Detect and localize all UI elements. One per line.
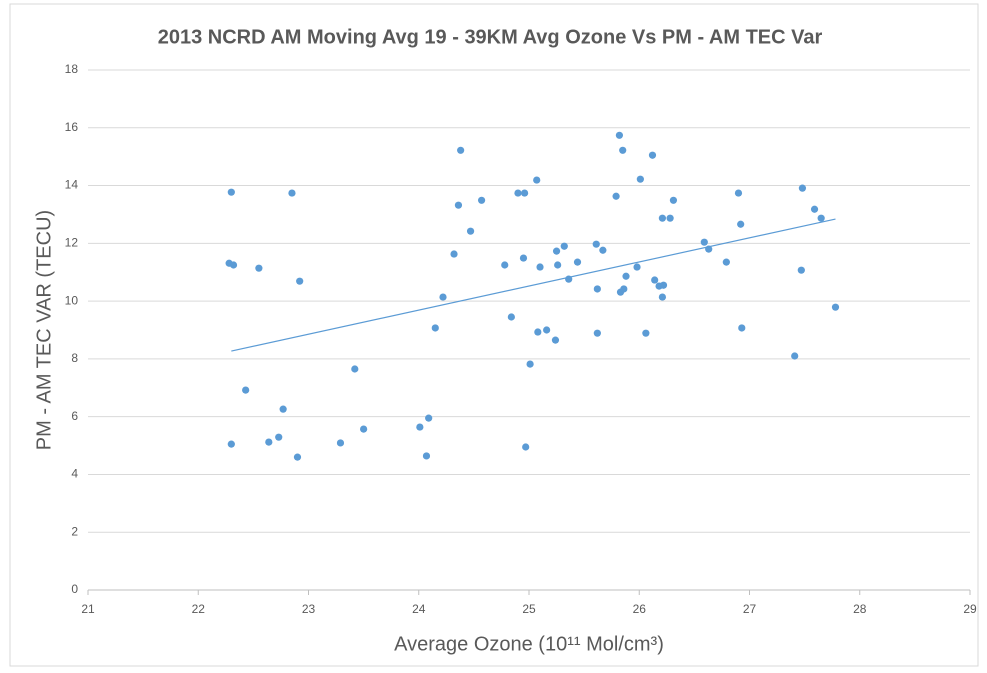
point <box>425 414 433 422</box>
point <box>293 453 302 461</box>
point <box>450 250 458 258</box>
point <box>296 277 304 285</box>
point <box>669 196 678 204</box>
point <box>265 438 273 446</box>
x-tick-label: 24 <box>412 602 426 616</box>
x-tick-label: 25 <box>522 602 536 616</box>
x-axis-label: Average Ozone (10¹¹ Mol/cm³) <box>394 633 664 655</box>
point <box>599 246 607 254</box>
point <box>810 205 819 213</box>
point <box>573 258 582 266</box>
point <box>633 263 641 271</box>
point <box>797 266 805 274</box>
point <box>658 214 667 222</box>
point <box>615 131 624 139</box>
point <box>336 439 345 447</box>
x-tick-label: 27 <box>743 602 757 616</box>
point <box>351 365 359 373</box>
point <box>288 189 296 197</box>
point <box>466 227 475 235</box>
x-tick-label: 26 <box>633 602 647 616</box>
point <box>593 285 601 293</box>
point <box>536 263 544 271</box>
chart-title: 2013 NCRD AM Moving Avg 19 - 39KM Avg Oz… <box>158 26 823 48</box>
point <box>526 360 534 368</box>
point <box>734 189 743 197</box>
y-tick-label: 2 <box>71 524 78 538</box>
point <box>593 329 601 337</box>
point <box>454 201 463 209</box>
point <box>227 188 235 196</box>
point <box>275 433 283 441</box>
y-tick-label: 18 <box>65 62 79 76</box>
point <box>666 214 674 222</box>
point <box>738 324 746 332</box>
point <box>791 352 799 360</box>
point <box>737 220 745 228</box>
point <box>622 272 630 280</box>
point <box>534 328 542 336</box>
point <box>422 452 431 460</box>
point <box>798 184 807 192</box>
point <box>619 146 627 154</box>
point <box>360 425 368 433</box>
point <box>477 196 486 204</box>
y-tick-label: 10 <box>65 293 79 307</box>
point <box>552 247 561 255</box>
point <box>560 242 568 250</box>
x-tick-label: 22 <box>192 602 206 616</box>
point <box>648 151 657 159</box>
y-tick-label: 6 <box>71 409 78 423</box>
point <box>651 276 659 284</box>
point <box>507 313 515 321</box>
point <box>514 189 522 197</box>
y-tick-label: 12 <box>65 236 79 250</box>
point <box>255 264 263 272</box>
point <box>227 440 235 448</box>
point <box>551 336 560 344</box>
point <box>229 261 238 269</box>
point <box>554 261 562 269</box>
y-tick-label: 16 <box>65 120 79 134</box>
trendline <box>231 218 836 352</box>
point <box>659 281 668 289</box>
point <box>620 285 628 293</box>
point <box>279 405 287 413</box>
y-tick-label: 8 <box>71 351 78 365</box>
point <box>533 176 541 184</box>
point <box>612 192 620 200</box>
x-tick-label: 28 <box>853 602 867 616</box>
point <box>416 423 424 431</box>
point <box>722 258 730 266</box>
y-axis-label: PM - AM TEC VAR (TECU) <box>33 210 55 450</box>
point <box>592 240 600 248</box>
point <box>831 303 840 311</box>
x-tick-label: 29 <box>963 602 977 616</box>
point <box>501 261 509 269</box>
point <box>543 326 551 334</box>
chart-frame <box>9 3 979 667</box>
point <box>642 329 650 337</box>
x-tick-label: 21 <box>81 602 95 616</box>
x-tick-label: 23 <box>302 602 316 616</box>
point <box>522 443 530 451</box>
y-tick-label: 14 <box>65 178 79 192</box>
y-tick-label: 0 <box>71 582 78 596</box>
point <box>520 189 529 197</box>
point <box>439 293 447 301</box>
point <box>817 214 825 222</box>
point <box>242 386 250 394</box>
y-tick-label: 4 <box>71 467 78 481</box>
point <box>700 238 708 246</box>
point <box>431 324 439 332</box>
point <box>519 254 528 262</box>
point <box>457 146 465 154</box>
point <box>636 175 644 183</box>
point <box>658 293 667 301</box>
